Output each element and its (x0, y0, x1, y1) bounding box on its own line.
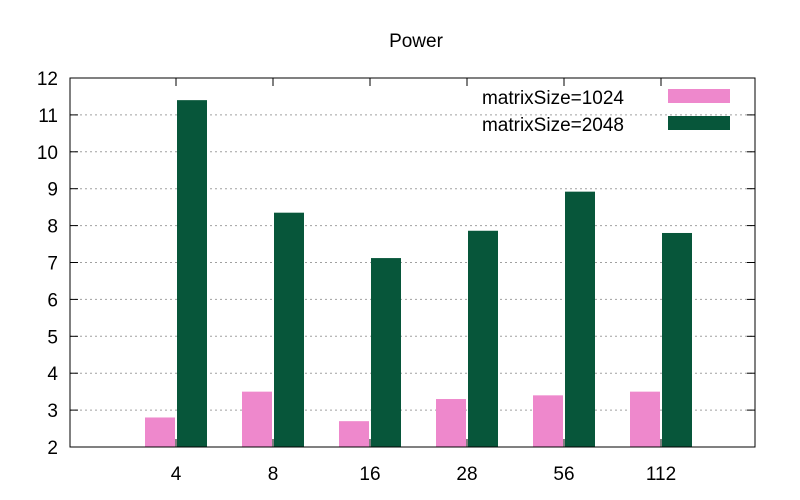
y-tick-label: 10 (37, 143, 58, 164)
y-tick-label: 9 (47, 180, 58, 201)
bar-matrixsize-2048 (371, 258, 401, 447)
x-tick-label: 56 (553, 464, 574, 485)
x-tick-label: 28 (456, 464, 477, 485)
bar-matrixsize-1024 (242, 391, 272, 447)
x-tick-label: 16 (359, 464, 380, 485)
y-tick-label: 4 (47, 364, 58, 385)
y-tick-label: 5 (47, 327, 58, 348)
bar-matrixsize-2048 (274, 212, 304, 447)
bar-matrixsize-1024 (339, 421, 369, 447)
x-tick-label: 8 (268, 464, 279, 485)
bar-matrixsize-2048 (662, 232, 692, 447)
bar-matrixsize-1024 (533, 395, 563, 447)
legend-swatch (668, 89, 730, 103)
x-tick-label: 112 (646, 464, 676, 485)
bars (145, 100, 692, 447)
y-tick-label: 8 (47, 217, 58, 238)
x-tick-label: 4 (171, 464, 182, 485)
bar-matrixsize-1024 (630, 391, 660, 447)
legend-label: matrixSize=2048 (482, 115, 624, 136)
bar-matrixsize-1024 (436, 399, 466, 447)
legend-swatch (668, 116, 730, 130)
y-tick-label: 11 (38, 106, 58, 127)
y-tick-label: 2 (47, 438, 58, 459)
grid-lines (70, 114, 755, 411)
y-tick-label: 3 (47, 401, 58, 422)
plot-border (69, 77, 756, 448)
chart-title: Power (389, 31, 444, 52)
y-tick-label: 6 (47, 290, 58, 311)
bar-matrixsize-2048 (177, 100, 207, 447)
bar-matrixsize-2048 (565, 191, 595, 447)
legend-label: matrixSize=1024 (482, 88, 624, 109)
bar-matrixsize-1024 (145, 417, 175, 447)
y-tick-label: 12 (37, 69, 58, 90)
legend: matrixSize=1024 matrixSize=2048 (482, 88, 730, 136)
y-tick-label: 7 (47, 254, 58, 275)
bar-matrixsize-2048 (468, 230, 498, 447)
